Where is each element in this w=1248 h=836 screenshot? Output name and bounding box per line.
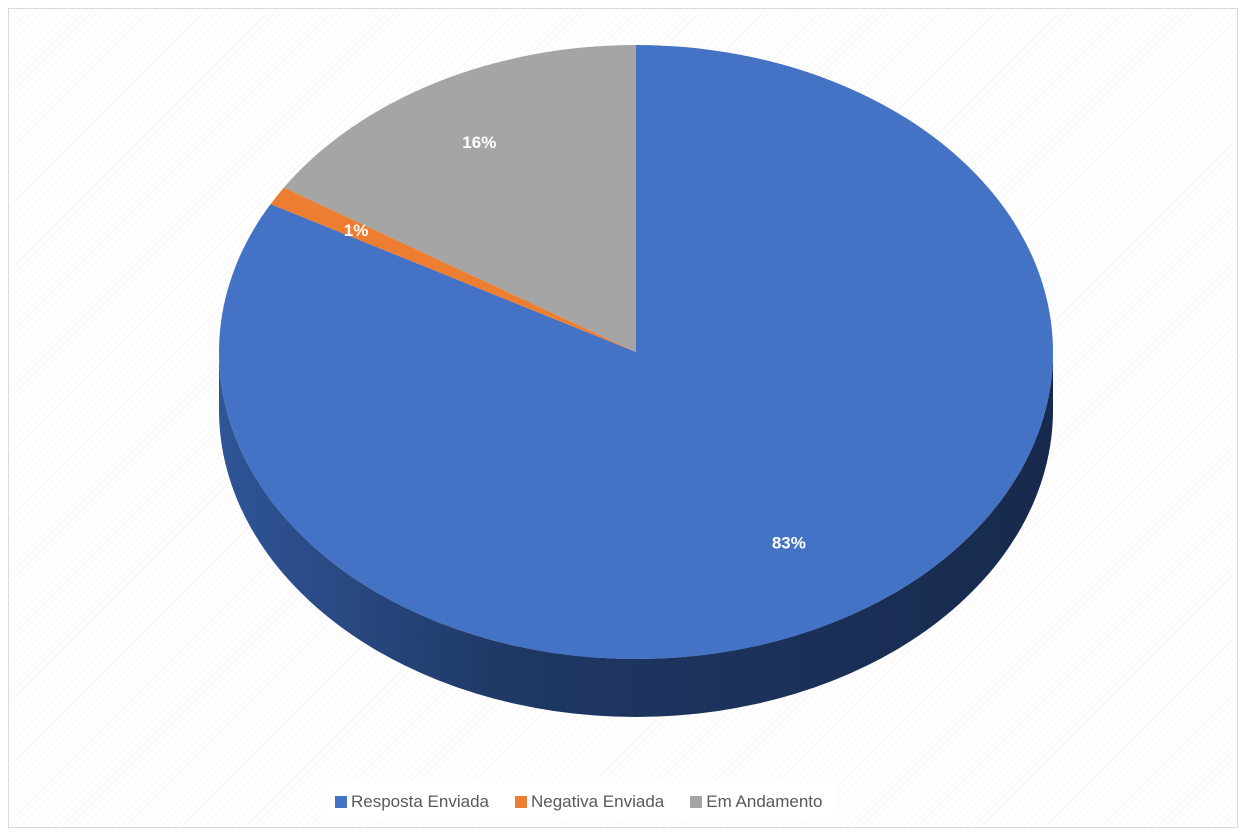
legend: Resposta Enviada Negativa Enviada Em And… <box>321 782 837 822</box>
chart-frame: 83% 1% 16% Resposta Enviada Negativa Envia… <box>8 8 1238 828</box>
pie-side <box>219 352 1053 717</box>
legend-item-em-andamento: Em Andamento <box>690 792 823 812</box>
legend-label: Em Andamento <box>706 792 823 811</box>
legend-label: Negativa Enviada <box>530 792 665 811</box>
pie-chart: 83% 1% 16% <box>218 45 1053 717</box>
legend-label: Resposta Enviada <box>351 792 489 811</box>
data-label-negativa-enviada: 1% <box>344 221 369 240</box>
legend-item-negativa-enviada: Negativa Enviada <box>514 792 665 812</box>
legend-swatch <box>335 796 347 808</box>
pie-slice-em-andamento <box>283 45 636 352</box>
data-label-em-andamento: 16% <box>462 133 496 152</box>
legend-item-resposta-enviada: Resposta Enviada <box>335 792 489 812</box>
pie-side-wall <box>219 352 1053 717</box>
pie-slice-negativa-enviada <box>270 187 636 352</box>
legend-swatch <box>514 796 527 808</box>
pie-data-labels: 83% 1% 16% <box>344 133 806 552</box>
legend-swatch <box>690 796 703 808</box>
pie-slices <box>218 45 1053 659</box>
data-label-resposta-enviada: 83% <box>772 533 806 552</box>
pie-slice-resposta-enviada <box>218 45 1053 659</box>
